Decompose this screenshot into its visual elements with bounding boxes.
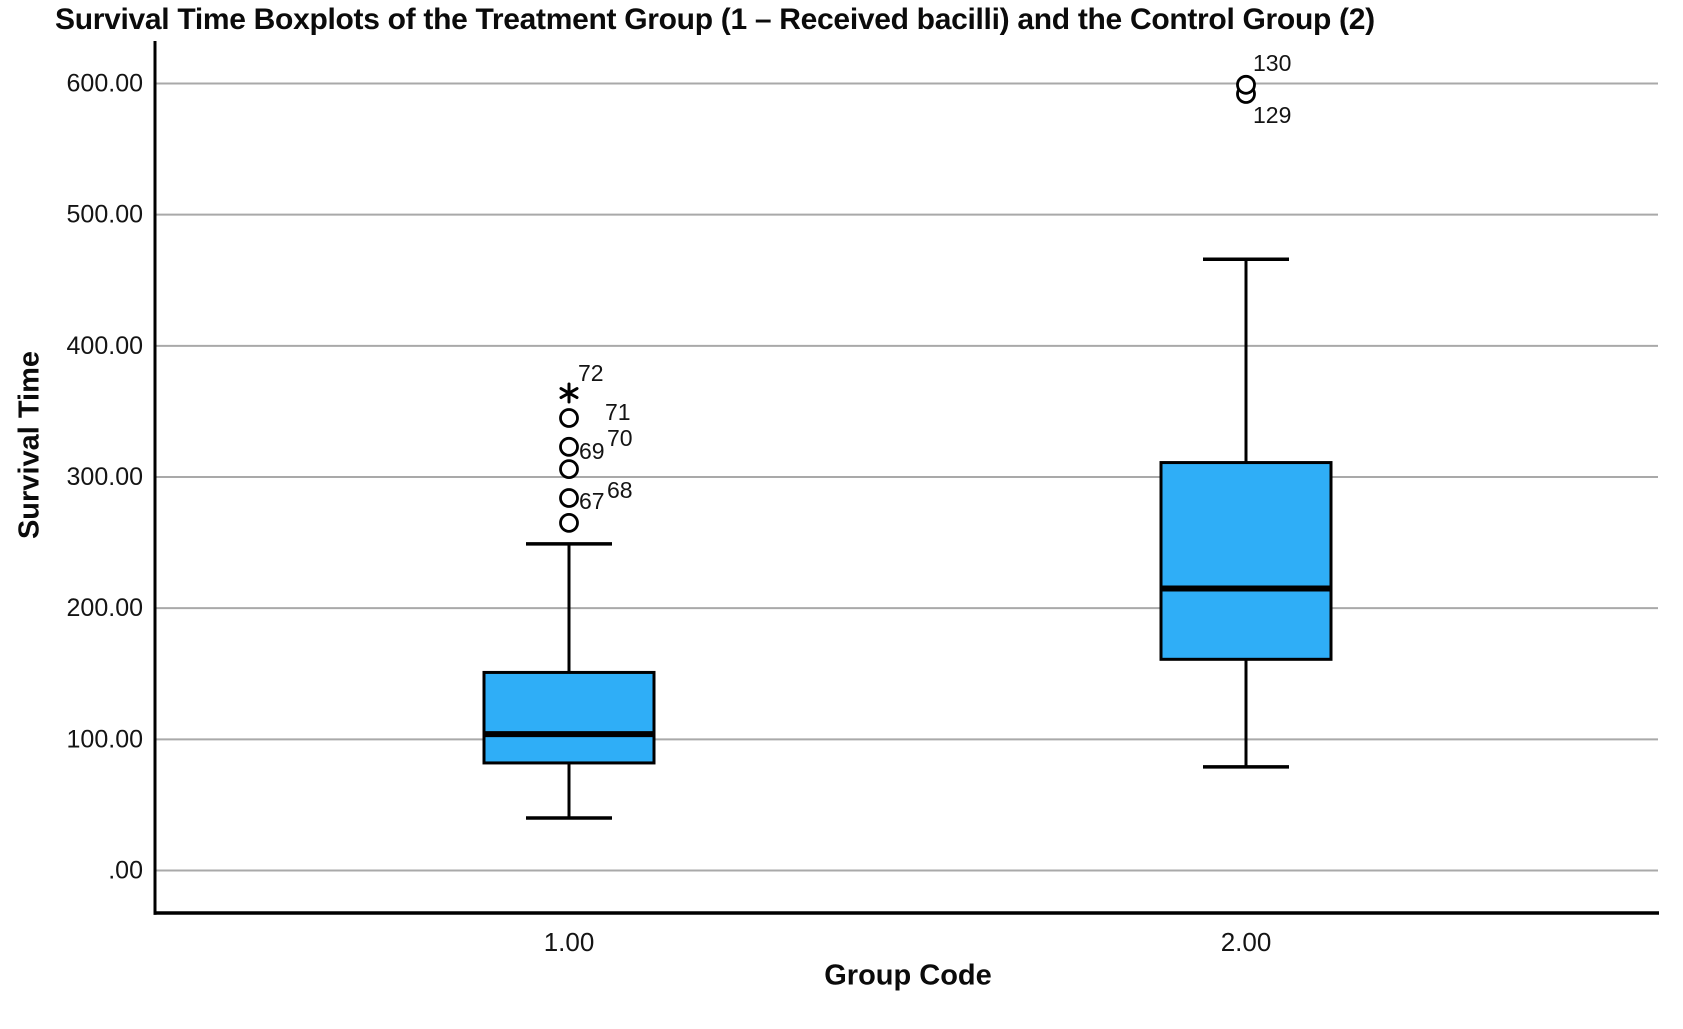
- chart-title: Survival Time Boxplots of the Treatment …: [55, 3, 1375, 36]
- outlier-circle-icon: [1236, 74, 1256, 95]
- outlier-case-label: 129: [1253, 102, 1291, 128]
- y-tick-label: .00: [108, 857, 143, 885]
- outlier-circle-icon: [559, 512, 579, 533]
- outlier-case-label: 67: [579, 488, 605, 514]
- x-axis-title: Group Code: [824, 959, 992, 992]
- y-tick-label: 400.00: [67, 332, 143, 360]
- outlier-case-label: 130: [1253, 50, 1291, 76]
- outlier-circle-icon: [559, 459, 579, 480]
- outlier-case-label: 70: [607, 425, 633, 451]
- y-tick-label: 100.00: [67, 725, 143, 753]
- y-tick-label: 500.00: [67, 201, 143, 229]
- y-tick-label: 300.00: [67, 463, 143, 491]
- outlier-case-label: 72: [578, 360, 604, 386]
- outlier-circle-icon: [559, 408, 579, 428]
- y-axis-title: Survival Time: [13, 350, 46, 540]
- y-tick-label: 200.00: [67, 594, 143, 622]
- outlier-case-label: 69: [579, 438, 605, 464]
- iqr-box: [482, 670, 656, 765]
- outlier-circle-icon: [559, 488, 579, 508]
- iqr-box: [1159, 461, 1333, 661]
- outlier-circle-icon: [559, 436, 579, 457]
- y-tick-label: 600.00: [67, 69, 143, 97]
- outlier-case-label: 68: [607, 477, 633, 503]
- x-tick-label: 2.00: [1221, 927, 1272, 957]
- outlier-star-icon: [559, 382, 579, 404]
- x-tick-label: 1.00: [544, 927, 595, 957]
- outlier-case-label: 71: [605, 399, 631, 425]
